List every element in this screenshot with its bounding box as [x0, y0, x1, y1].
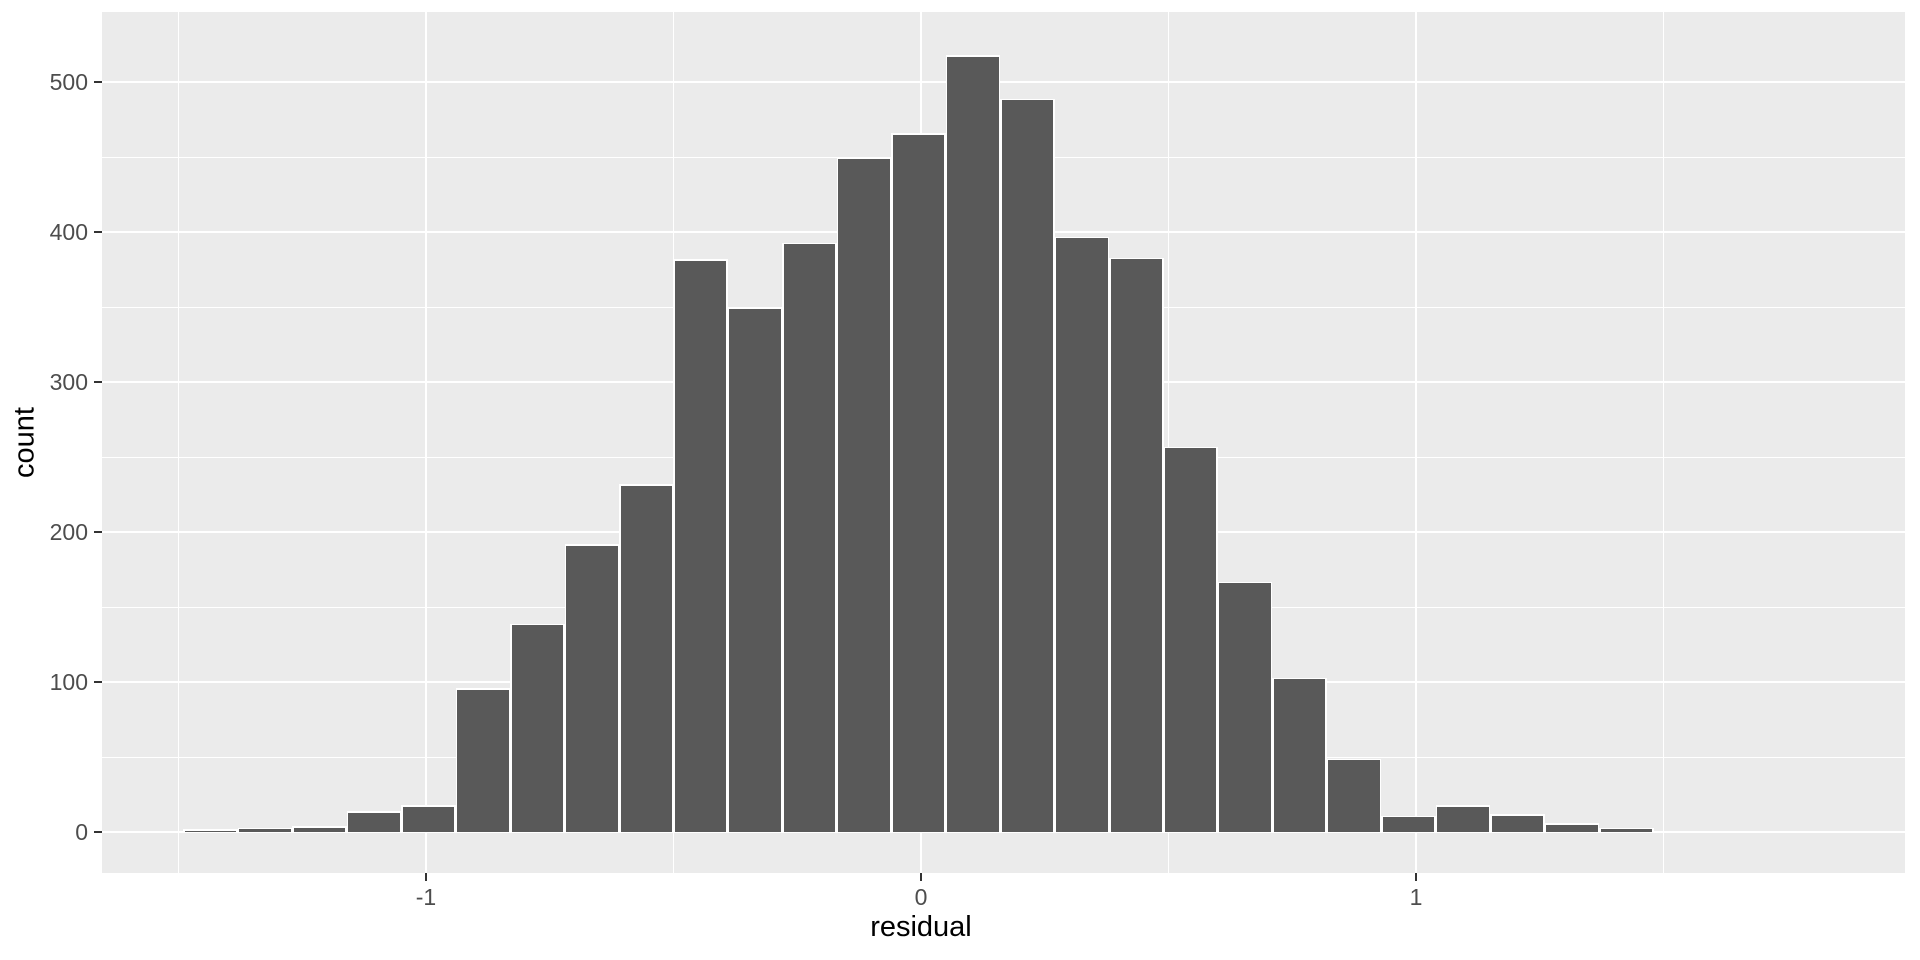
histogram-bar: [401, 805, 456, 832]
y-tick-mark: [94, 530, 102, 534]
x-minor-gridline: [177, 12, 179, 873]
histogram-bar-fill: [1437, 806, 1489, 832]
y-tick-label: 400: [49, 218, 88, 245]
histogram-bar: [1272, 677, 1327, 832]
y-tick-label: 300: [49, 368, 88, 395]
histogram-bar: [455, 688, 511, 832]
histogram-bar: [1217, 581, 1273, 832]
histogram-bar-fill: [239, 829, 291, 832]
y-tick-mark: [94, 380, 102, 384]
histogram-bar: [1544, 823, 1600, 832]
y-tick-label: 100: [49, 668, 88, 695]
histogram-bar-fill: [566, 545, 618, 832]
histogram-bar-fill: [293, 827, 346, 832]
histogram-bar-fill: [1382, 817, 1435, 832]
histogram-bar-fill: [457, 689, 509, 832]
histogram-bar-fill: [511, 625, 564, 832]
histogram-bar: [237, 827, 293, 832]
histogram-bar: [727, 307, 783, 832]
histogram-bar: [1490, 814, 1545, 832]
histogram-bar: [1054, 236, 1110, 832]
histogram-bar-fill: [1328, 760, 1380, 832]
histogram-bar: [836, 157, 892, 832]
histogram-bar-fill: [348, 812, 400, 832]
histogram-bar-fill: [892, 134, 945, 832]
histogram-bar: [945, 55, 1001, 832]
histogram-bar-fill: [184, 830, 237, 832]
histogram-bar-fill: [1546, 824, 1598, 832]
histogram-bar-fill: [1491, 815, 1544, 832]
y-major-gridline: [102, 81, 1905, 83]
histogram-bar-fill: [1219, 583, 1271, 832]
y-tick-mark: [94, 80, 102, 84]
y-tick-mark: [94, 830, 102, 834]
x-minor-gridline: [1167, 12, 1169, 873]
x-major-gridline: [1414, 12, 1417, 873]
y-tick-label: 500: [49, 68, 88, 95]
y-tick-label: 200: [49, 518, 88, 545]
histogram-bar: [1381, 815, 1436, 832]
x-tick-mark: [1414, 873, 1418, 881]
histogram-bar-fill: [1001, 100, 1054, 832]
histogram-bar: [1326, 758, 1382, 832]
histogram-bar: [619, 484, 674, 832]
x-tick-label: 1: [1409, 884, 1423, 910]
y-tick-mark: [94, 680, 102, 684]
x-major-gridline: [424, 12, 427, 873]
histogram-bar-fill: [1273, 679, 1326, 832]
histogram-bar-fill: [729, 308, 781, 832]
histogram-bar-fill: [674, 260, 727, 832]
x-tick-mark: [919, 873, 923, 881]
x-tick-label: -1: [415, 884, 437, 910]
histogram-bar-fill: [947, 56, 999, 832]
histogram-bar-fill: [620, 485, 672, 832]
y-tick-mark: [94, 230, 102, 234]
histogram-bar: [564, 544, 620, 832]
y-major-gridline: [102, 831, 1905, 833]
histogram-bar: [782, 242, 837, 832]
histogram-bar: [673, 259, 728, 832]
histogram-bar-fill: [838, 158, 890, 832]
histogram-bar-fill: [1110, 259, 1163, 832]
x-tick-label: 0: [914, 884, 928, 910]
histogram-bar: [183, 829, 238, 832]
histogram-bar: [346, 811, 402, 832]
histogram-bar: [1109, 257, 1164, 832]
histogram-bar: [1000, 98, 1055, 832]
histogram-bar: [510, 623, 565, 832]
histogram-bar-fill: [1056, 238, 1108, 832]
histogram-bar: [292, 826, 347, 832]
histogram-bar-fill: [402, 806, 455, 832]
y-axis-title: count: [8, 407, 41, 478]
plot-panel: [102, 12, 1905, 873]
x-minor-gridline: [1662, 12, 1664, 873]
histogram-bar-fill: [1600, 829, 1653, 832]
histogram-bar: [891, 133, 946, 832]
histogram-bar: [1435, 805, 1491, 832]
histogram-bar-fill: [1165, 448, 1217, 832]
histogram-bar: [1163, 446, 1218, 832]
x-tick-mark: [424, 873, 428, 881]
x-axis-title: residual: [870, 911, 972, 943]
histogram-bar: [1599, 827, 1654, 832]
histogram-bar-fill: [783, 244, 836, 832]
y-tick-label: 0: [75, 818, 88, 845]
